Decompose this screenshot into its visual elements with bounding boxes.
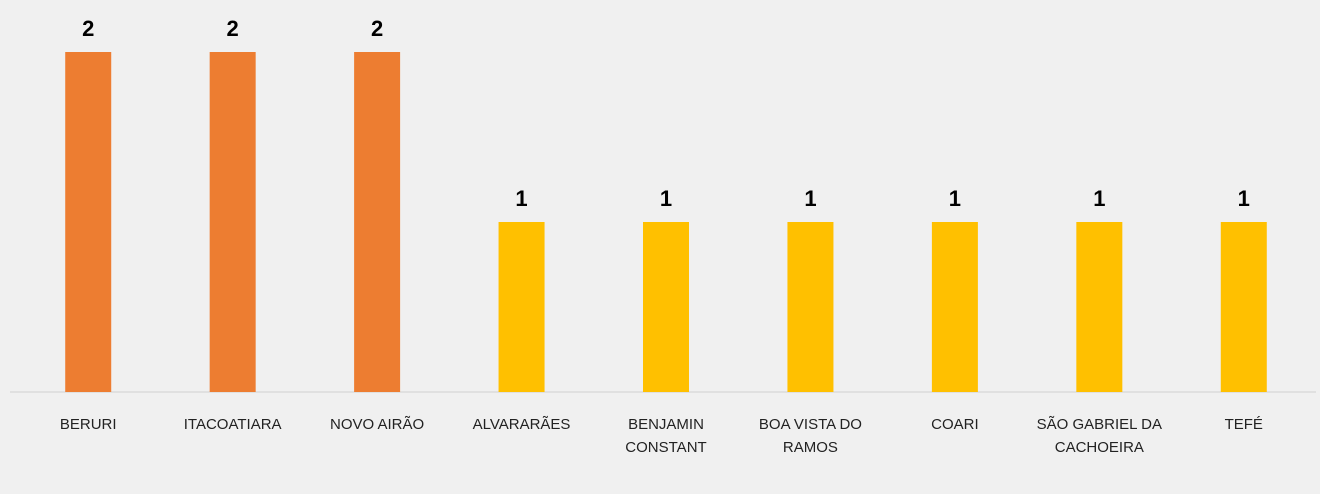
x-tick-label: COARI [931,416,979,433]
bar [1076,222,1123,392]
bar [1220,222,1267,392]
bar [787,222,834,392]
bar [931,222,978,392]
value-label: 2 [227,16,239,41]
value-label: 1 [804,186,816,211]
x-tick-label: ITACOATIARA [183,416,282,433]
x-tick-label: ALVARARÃES [472,416,571,433]
bar [643,222,689,392]
x-tick-label: BERURI [59,416,117,433]
value-label: 1 [949,186,961,211]
x-tick-label: SÃO GABRIEL DA CACHOEIRA [1036,416,1162,456]
x-tick-label: NOVO AIRÃO [330,416,425,433]
value-label: 1 [515,186,527,211]
value-label: 1 [1093,186,1105,211]
value-label: 2 [82,16,94,41]
bar [209,52,256,392]
value-label: 1 [1238,186,1250,211]
x-tick-label: BENJAMIN CONSTANT [625,416,707,456]
bar [65,52,112,392]
x-tick-label: BOA VISTA DO RAMOS [758,416,862,456]
x-tick-label: TEFÉ [1224,416,1263,433]
value-label: 2 [371,16,383,41]
bar [498,222,545,392]
value-label: 1 [660,186,672,211]
bar [354,52,401,392]
